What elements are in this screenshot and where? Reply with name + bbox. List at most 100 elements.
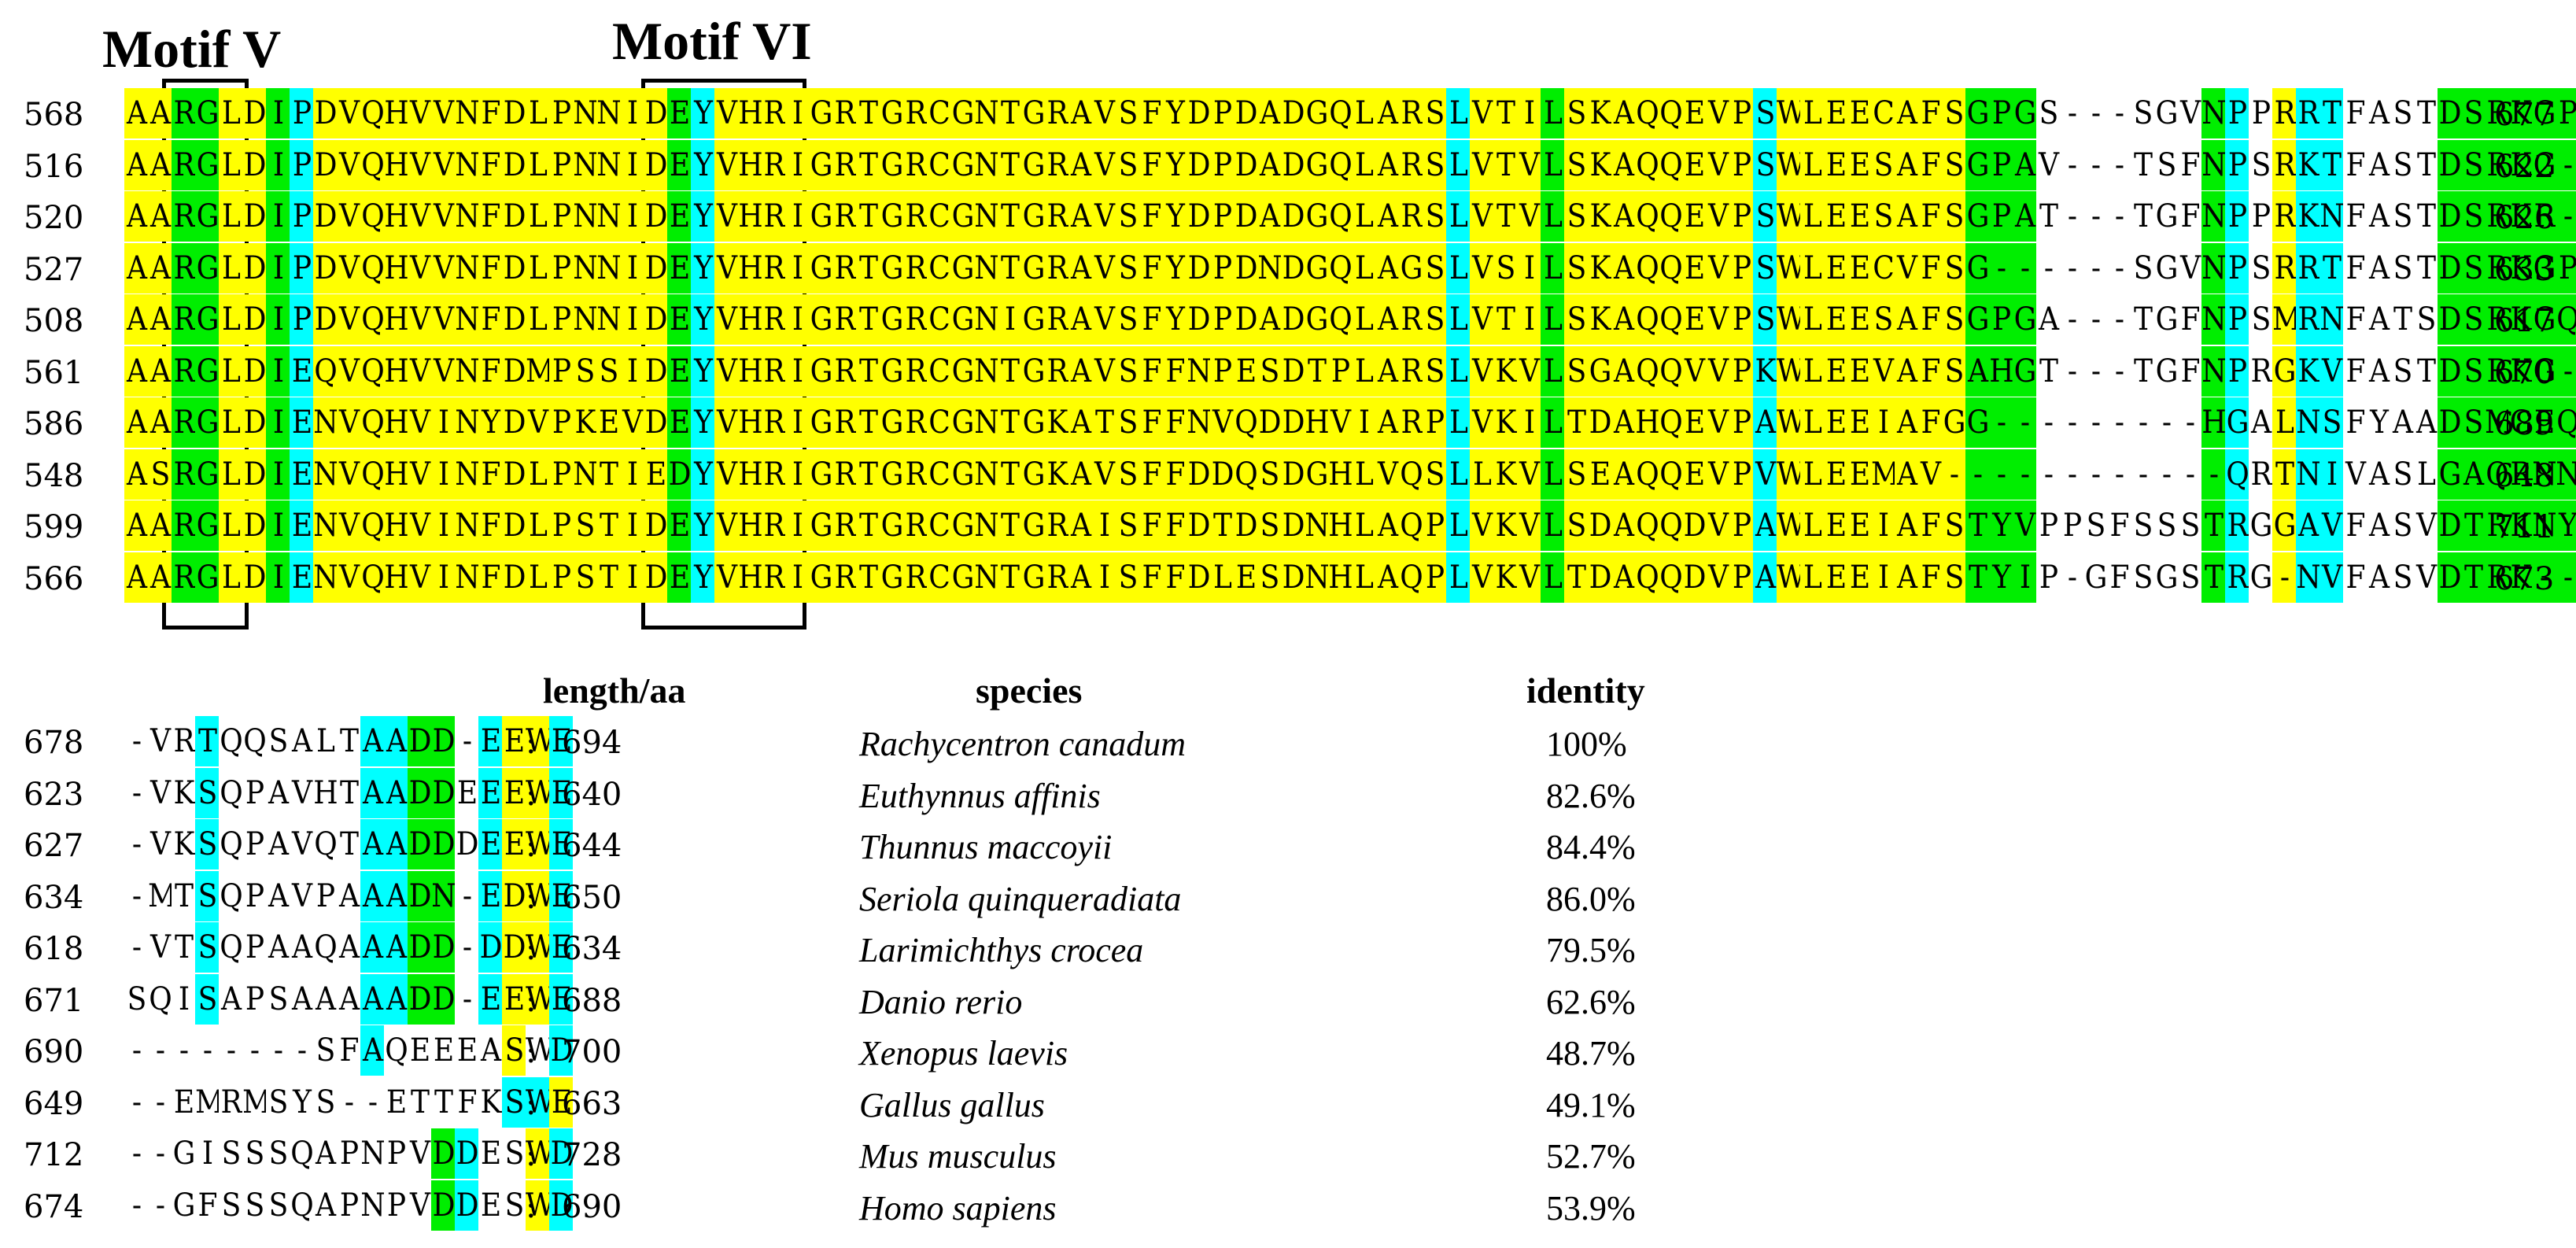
residue: G	[809, 449, 832, 500]
identity-value: 84.4%	[1546, 828, 1636, 866]
sequence: AARGLDIEQVQHVVNFDMPSSIDEYVHRIGRTGRCGNTGR…	[124, 345, 2576, 397]
residue: I	[785, 294, 809, 345]
residue: D	[242, 191, 266, 242]
residue: L	[526, 500, 549, 551]
residue: N	[1187, 345, 1210, 397]
residue: I	[620, 345, 644, 397]
residue: S	[1753, 88, 1777, 138]
residue: S	[1942, 242, 1965, 294]
residue: E	[1682, 88, 1706, 138]
residue: V	[337, 449, 360, 500]
residue: G	[1305, 449, 1328, 500]
residue: I	[620, 88, 644, 138]
residue: S	[195, 870, 219, 921]
residue: G	[950, 397, 974, 448]
residue: S	[1423, 449, 1446, 500]
residue: -	[2067, 249, 2077, 286]
residue: A	[124, 191, 148, 242]
residue: Y	[1989, 500, 2013, 551]
residue: Q	[1399, 500, 1423, 551]
residue: G	[195, 552, 219, 603]
motif-v-label: Motif V	[102, 19, 282, 79]
row-start: 566	[24, 560, 84, 597]
residue: D	[408, 819, 431, 870]
residue: G	[195, 191, 219, 242]
residue: Y	[1163, 191, 1187, 242]
residue: R	[832, 294, 856, 345]
residue: W	[526, 1180, 549, 1231]
residue: -	[2161, 456, 2172, 493]
residue: G	[950, 552, 974, 603]
residue: A	[1068, 88, 1092, 138]
residue: P	[1423, 552, 1446, 603]
residue: R	[832, 397, 856, 448]
identity-value: 49.1%	[1546, 1085, 1636, 1124]
residue: L	[1541, 191, 1564, 242]
residue: V	[1517, 500, 1541, 551]
residue: E	[1824, 88, 1847, 138]
residue: V	[1210, 397, 1234, 448]
residue: R	[762, 242, 785, 294]
residue: Y	[691, 500, 714, 551]
residue: D	[408, 716, 431, 766]
residue: F	[2345, 249, 2366, 286]
residue: D	[1281, 88, 1305, 138]
residue: P	[1989, 88, 2013, 138]
residue: P	[1210, 139, 1234, 190]
residue: S	[1116, 294, 1139, 345]
residue: R	[2250, 353, 2272, 390]
residue: R	[1045, 88, 1068, 138]
residue: P	[2251, 198, 2271, 234]
residue: P	[1423, 397, 1446, 448]
residue: H	[738, 449, 762, 500]
residue: A	[1611, 294, 1635, 345]
residue: E	[667, 242, 691, 294]
residue: M	[195, 1077, 219, 1128]
residue: N	[2201, 191, 2225, 242]
residue: -	[2161, 404, 2172, 441]
residue: K	[1588, 294, 1611, 345]
residue: N	[2201, 88, 2225, 138]
residue: R	[172, 139, 195, 190]
residue: G	[2532, 345, 2556, 397]
residue: P	[2225, 294, 2249, 345]
residue: C	[927, 345, 950, 397]
residue: L	[1800, 191, 1824, 242]
residue: T	[2416, 353, 2436, 390]
residue: G	[2532, 294, 2556, 345]
residue: Q	[1328, 139, 1352, 190]
separator-colon: :	[526, 725, 537, 761]
residue: G	[2155, 301, 2178, 338]
residue: N	[596, 242, 620, 294]
residue: W	[526, 819, 549, 870]
residue: T	[1965, 500, 1989, 551]
residue: N	[596, 139, 620, 190]
residue: A	[1068, 552, 1092, 603]
residue: -	[273, 1032, 283, 1069]
residue: S	[2039, 95, 2059, 131]
residue: Q	[314, 826, 337, 862]
residue: N	[313, 552, 337, 603]
residue: V	[1470, 552, 1493, 603]
residue: S	[1942, 552, 1965, 603]
residue: F	[478, 88, 502, 138]
residue: L	[219, 242, 242, 294]
residue: A	[2369, 95, 2390, 131]
residue: N	[2320, 191, 2343, 242]
residue: A	[1753, 552, 1777, 603]
residue: V	[1706, 88, 1729, 138]
residue: -	[2091, 301, 2101, 338]
residue: F	[1163, 500, 1187, 551]
residue: S	[2086, 508, 2106, 544]
residue: N	[974, 139, 998, 190]
residue: A	[384, 819, 408, 870]
residue: K	[1493, 500, 1517, 551]
residue: D	[431, 767, 455, 818]
residue: S	[1116, 139, 1139, 190]
residue: V	[1517, 449, 1541, 500]
residue: L	[1352, 552, 1375, 603]
residue: S	[268, 1135, 289, 1172]
residue: F	[1918, 345, 1942, 397]
residue: V	[292, 826, 312, 862]
